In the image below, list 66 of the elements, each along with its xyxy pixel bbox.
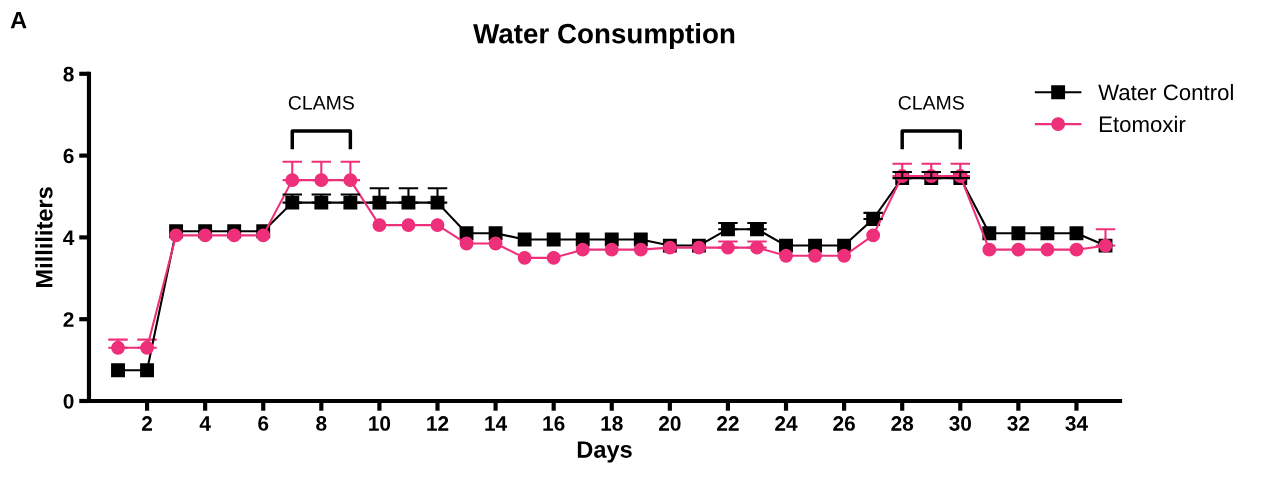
point	[1011, 242, 1026, 257]
y-tick-label: 8	[63, 66, 74, 82]
point	[227, 228, 242, 243]
point	[140, 363, 155, 378]
x-tick-label: 10	[369, 416, 391, 431]
point	[808, 248, 823, 263]
x-tick-label: 8	[316, 416, 327, 431]
point	[1040, 242, 1055, 257]
text: A	[10, 12, 27, 29]
point	[779, 248, 793, 263]
x-tick-label: 18	[601, 416, 623, 431]
legend-label: Water Control	[1098, 83, 1233, 101]
point	[982, 242, 997, 257]
x-tick-label: 16	[543, 416, 565, 431]
point	[604, 242, 619, 257]
x-tick-label: 30	[949, 416, 972, 431]
x-tick-label: 4	[199, 416, 211, 431]
x-tick-label: 32	[1007, 416, 1030, 431]
x-tick-label: 2	[141, 416, 153, 431]
y-tick-label: 6	[63, 148, 74, 164]
point	[459, 236, 474, 251]
point	[517, 250, 532, 265]
point	[1069, 226, 1084, 241]
x-tick-label: 22	[717, 416, 739, 431]
point	[517, 232, 532, 247]
chart-title: Water Consumption	[473, 23, 735, 50]
point	[488, 236, 503, 251]
point	[1069, 242, 1084, 257]
y-tick-label: 0	[63, 393, 74, 409]
point	[198, 228, 213, 243]
x-tick-label: 14	[485, 416, 508, 431]
annotation: CLAMS	[288, 95, 354, 110]
point	[169, 228, 184, 243]
point	[837, 248, 852, 263]
x-tick-label: 6	[258, 416, 269, 431]
point	[866, 228, 881, 243]
y-tick-label: 2	[63, 312, 74, 327]
x-tick-label: 24	[775, 416, 798, 431]
point	[401, 218, 416, 233]
annotation: CLAMS	[898, 95, 964, 110]
point	[546, 232, 561, 247]
x-tick-label: 20	[658, 416, 681, 431]
point	[982, 226, 997, 241]
point	[750, 240, 764, 255]
x-tick-label: 34	[1065, 416, 1088, 431]
point	[720, 240, 735, 255]
point	[111, 363, 125, 378]
point	[1040, 226, 1055, 241]
point	[372, 218, 387, 233]
x-tick-label: 12	[427, 416, 449, 431]
point	[1011, 226, 1026, 241]
y-tick-label: 4	[63, 230, 75, 245]
point	[256, 228, 271, 243]
point	[343, 173, 358, 188]
x-tick-label: 28	[891, 416, 914, 431]
point	[575, 242, 590, 257]
point	[314, 173, 329, 188]
point	[140, 340, 155, 355]
point	[430, 218, 445, 233]
point	[633, 242, 648, 257]
point	[285, 173, 300, 188]
legend-label: Etomoxir	[1099, 115, 1186, 133]
x-tick-label: 26	[833, 416, 855, 431]
y-axis-title: Milliliters	[35, 187, 53, 287]
x-axis-title: Days	[577, 441, 632, 463]
point	[546, 250, 561, 265]
